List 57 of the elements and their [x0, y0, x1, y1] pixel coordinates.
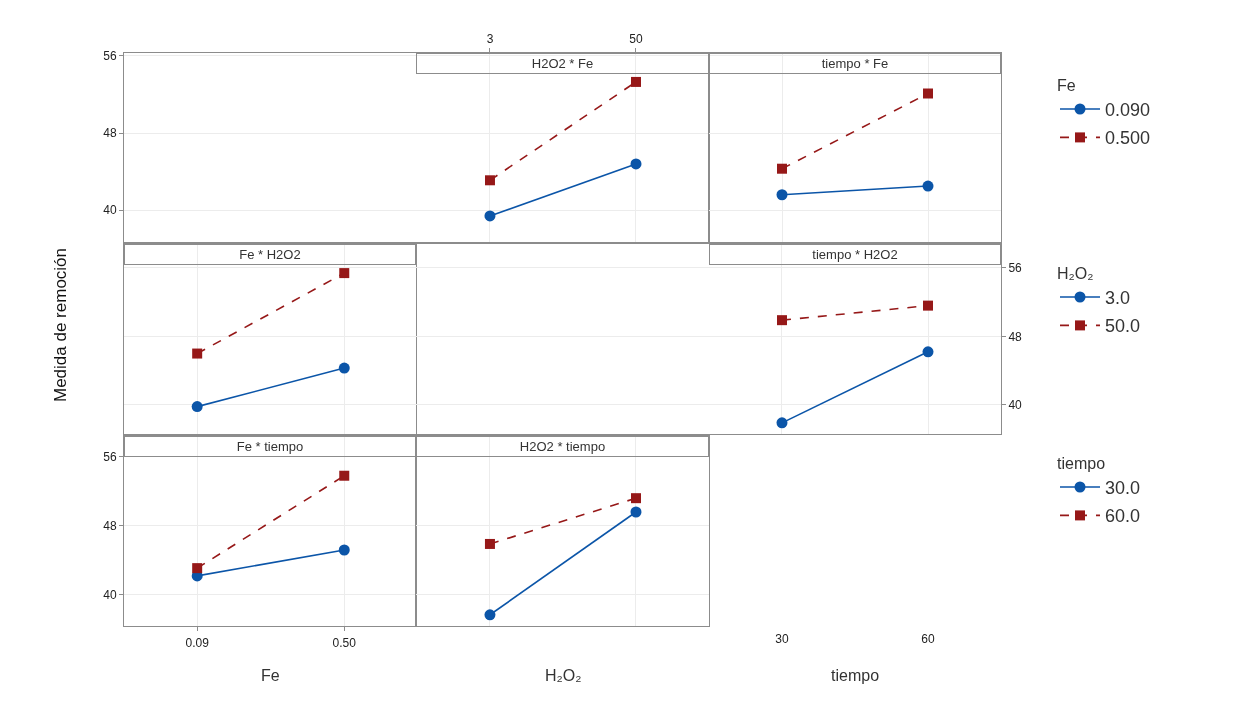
point — [484, 538, 495, 549]
y-tick-label: 40 — [103, 203, 117, 218]
y2-tick-label: 48 — [1008, 329, 1023, 344]
y2-tick-label: 40 — [1008, 398, 1023, 413]
point — [484, 210, 496, 222]
point — [923, 88, 933, 99]
y-tick-label: 40 — [103, 588, 117, 603]
point — [192, 348, 203, 359]
x-tick-label: 3 — [486, 32, 494, 47]
point — [776, 417, 788, 429]
point — [630, 158, 642, 170]
y-tick-label: 56 — [103, 49, 117, 64]
x-axis-title: H₂O₂ — [545, 667, 582, 684]
chart-title: H2O2 * tiempo — [519, 439, 606, 454]
point — [776, 315, 787, 326]
chart-title: Fe * tiempo — [236, 439, 304, 454]
x-tick-label: 0.50 — [332, 636, 357, 651]
x-axis-title: Fe — [261, 667, 280, 684]
legend-label: 0.500 — [1105, 128, 1151, 149]
point — [191, 401, 203, 413]
point — [630, 506, 642, 518]
point — [338, 362, 350, 374]
chart-title: H2O2 * Fe — [531, 56, 594, 71]
legend-label: 60.0 — [1105, 506, 1141, 527]
x-tick-label: 50 — [629, 32, 643, 47]
legend-label: 30.0 — [1105, 478, 1141, 499]
y-tick-label: 48 — [103, 519, 117, 534]
legend-title: Fe — [1057, 76, 1076, 94]
x-tick-label: 30 — [775, 632, 789, 647]
legend-label: 3.0 — [1105, 288, 1131, 309]
x-tick-label: 60 — [921, 632, 935, 647]
legend-title: H₂O₂ — [1057, 264, 1094, 282]
point — [922, 180, 934, 192]
x-tick-label: 0.09 — [185, 636, 210, 651]
y2-tick-label: 56 — [1008, 261, 1023, 276]
legend-label: 0.090 — [1105, 100, 1151, 121]
x-axis-title: tiempo — [831, 667, 880, 684]
point — [192, 563, 203, 574]
y-tick-label: 48 — [103, 126, 117, 141]
chart-title: Fe * H2O2 — [239, 247, 301, 262]
y-axis-title: Medida de remoción — [51, 247, 70, 402]
point — [338, 544, 350, 556]
y-tick-label: 56 — [103, 449, 117, 464]
point — [630, 493, 641, 504]
point — [484, 609, 496, 621]
point — [776, 189, 788, 201]
chart-title: tiempo * Fe — [821, 56, 889, 71]
point — [630, 76, 641, 87]
point — [339, 470, 350, 481]
point — [339, 268, 350, 279]
legend-label: 50.0 — [1105, 316, 1141, 337]
chart-title: tiempo * H2O2 — [812, 247, 898, 262]
point — [923, 300, 933, 311]
point — [922, 346, 934, 358]
legend-title: tiempo — [1057, 454, 1106, 472]
point — [777, 163, 787, 174]
point — [484, 175, 495, 186]
